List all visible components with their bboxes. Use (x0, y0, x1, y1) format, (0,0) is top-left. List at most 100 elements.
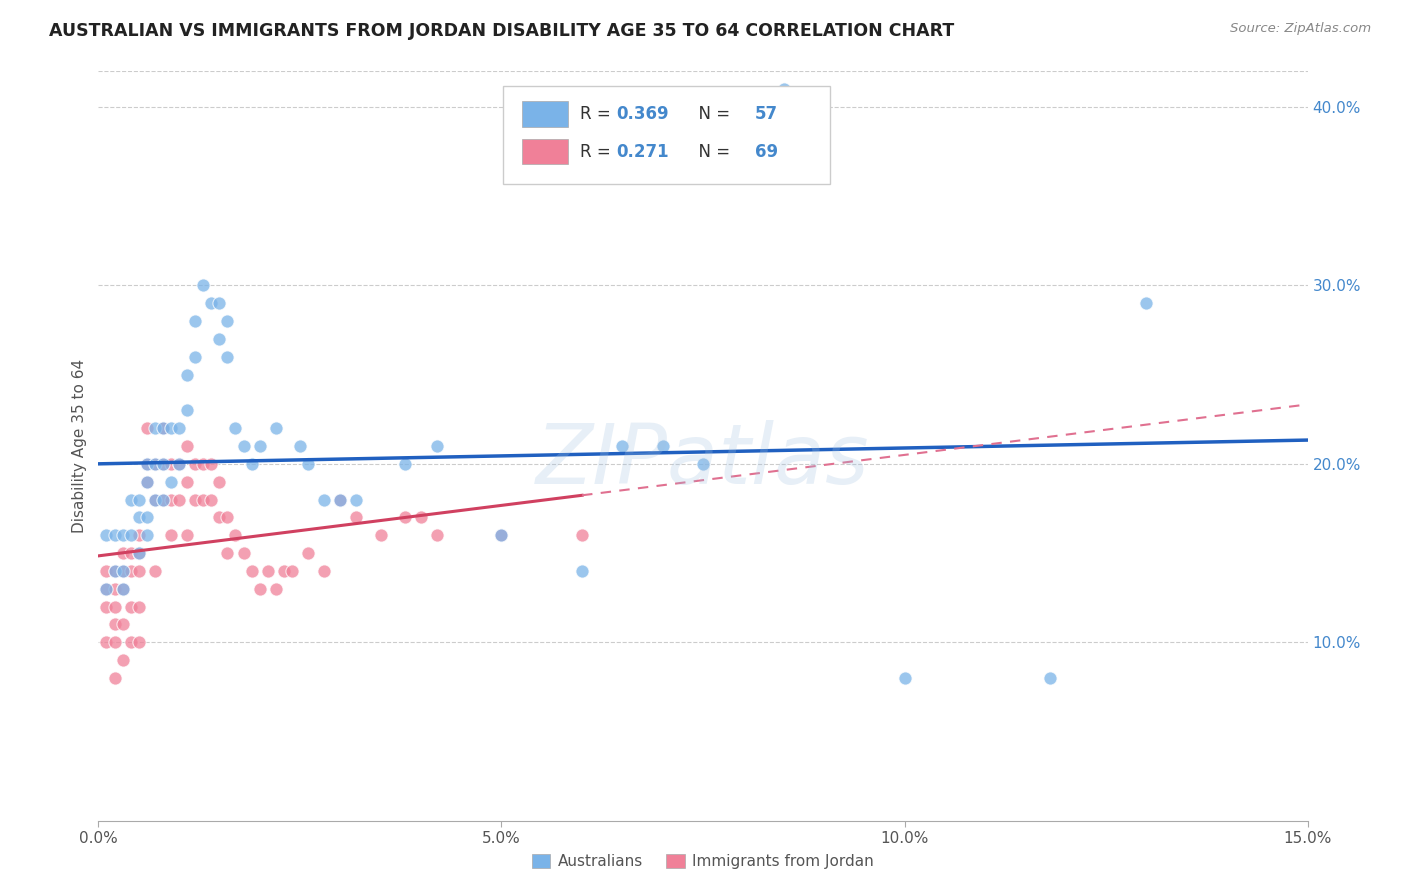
Point (96, 564, 118, 578)
Point (426, 439, 449, 453)
Point (111, 546, 134, 560)
Text: R =: R = (579, 143, 616, 161)
Point (160, 492, 183, 507)
Point (152, 492, 174, 507)
Point (217, 510, 239, 524)
Point (103, 528, 125, 542)
Point (103, 671, 125, 685)
Text: N =: N = (689, 143, 735, 161)
Point (394, 510, 416, 524)
Point (1039, 671, 1062, 685)
FancyBboxPatch shape (503, 87, 830, 184)
Point (135, 475, 157, 489)
Point (281, 564, 304, 578)
Point (143, 492, 166, 507)
Point (314, 564, 336, 578)
Point (240, 564, 263, 578)
Point (152, 457, 174, 471)
Point (135, 421, 157, 435)
Point (288, 439, 311, 453)
Point (176, 475, 198, 489)
Point (571, 564, 593, 578)
Point (249, 582, 271, 596)
Point (120, 546, 142, 560)
Text: 0.271: 0.271 (616, 143, 669, 161)
Point (772, 82, 794, 96)
Point (208, 510, 231, 524)
Point (152, 421, 174, 435)
FancyBboxPatch shape (522, 139, 568, 164)
Text: R =: R = (579, 105, 616, 123)
Point (273, 564, 295, 578)
Point (143, 492, 166, 507)
Point (128, 528, 150, 542)
Point (135, 457, 157, 471)
Point (103, 564, 125, 578)
Point (208, 332, 231, 346)
Point (491, 528, 513, 542)
Point (329, 492, 352, 507)
Point (193, 278, 215, 293)
Point (111, 582, 134, 596)
FancyBboxPatch shape (522, 102, 568, 127)
Point (143, 564, 166, 578)
Point (249, 439, 271, 453)
Point (651, 439, 673, 453)
Point (120, 599, 142, 614)
Point (111, 564, 134, 578)
Point (152, 421, 174, 435)
Point (120, 492, 142, 507)
Point (612, 439, 634, 453)
Point (426, 528, 449, 542)
Text: 69: 69 (755, 143, 778, 161)
Point (329, 492, 352, 507)
Point (135, 457, 157, 471)
Point (184, 314, 207, 328)
Point (96, 582, 118, 596)
Point (128, 564, 150, 578)
Point (128, 599, 150, 614)
Point (167, 457, 190, 471)
Point (232, 439, 254, 453)
Point (176, 403, 198, 417)
Point (111, 582, 134, 596)
Point (217, 350, 239, 364)
Point (208, 475, 231, 489)
Text: AUSTRALIAN VS IMMIGRANTS FROM JORDAN DISABILITY AGE 35 TO 64 CORRELATION CHART: AUSTRALIAN VS IMMIGRANTS FROM JORDAN DIS… (49, 22, 955, 40)
Legend: Australians, Immigrants from Jordan: Australians, Immigrants from Jordan (526, 847, 880, 875)
Point (692, 457, 714, 471)
Point (256, 564, 278, 578)
Point (193, 457, 215, 471)
Point (96, 635, 118, 649)
Point (120, 528, 142, 542)
Point (184, 492, 207, 507)
Point (120, 635, 142, 649)
Point (176, 368, 198, 382)
Point (264, 421, 287, 435)
Point (232, 546, 254, 560)
Point (184, 457, 207, 471)
Point (103, 599, 125, 614)
Point (160, 421, 183, 435)
Point (167, 421, 190, 435)
Point (143, 421, 166, 435)
Text: Source: ZipAtlas.com: Source: ZipAtlas.com (1230, 22, 1371, 36)
Point (217, 546, 239, 560)
Point (394, 457, 416, 471)
Point (193, 492, 215, 507)
Text: N =: N = (689, 105, 735, 123)
Point (176, 528, 198, 542)
Point (103, 582, 125, 596)
Point (152, 457, 174, 471)
Point (111, 617, 134, 632)
Point (111, 653, 134, 667)
Point (160, 457, 183, 471)
Point (96, 599, 118, 614)
Point (297, 457, 319, 471)
Point (128, 510, 150, 524)
Point (143, 457, 166, 471)
Point (208, 296, 231, 310)
Text: ZIPatlas: ZIPatlas (536, 420, 870, 501)
Point (200, 457, 222, 471)
Y-axis label: Disability Age 35 to 64: Disability Age 35 to 64 (72, 359, 87, 533)
